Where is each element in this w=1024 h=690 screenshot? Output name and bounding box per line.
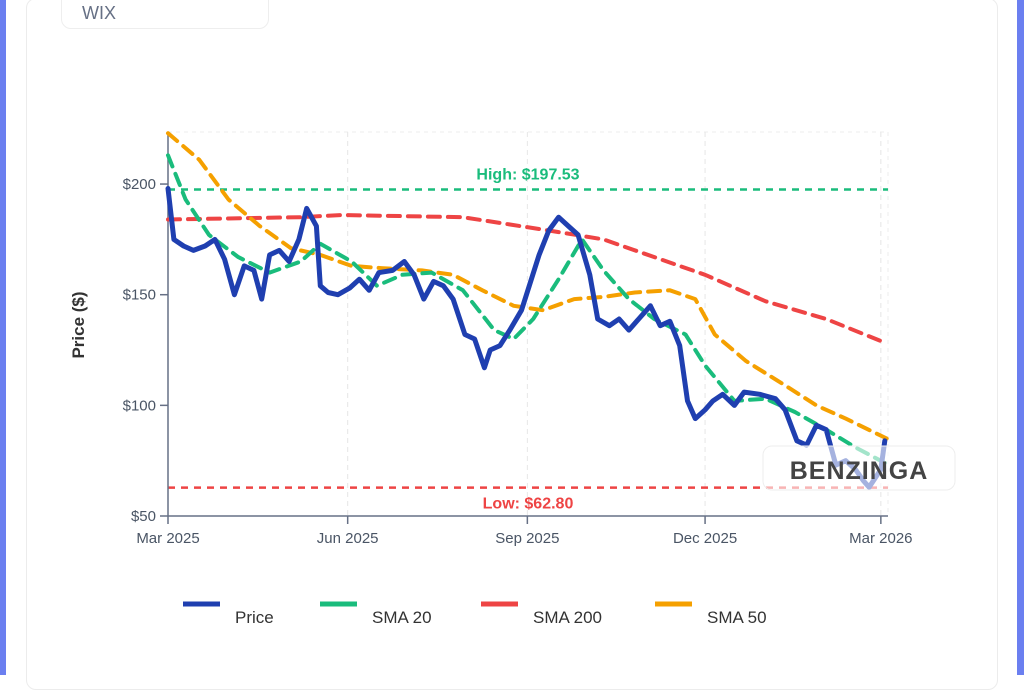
y-axis-label: Price ($) <box>69 291 88 358</box>
chart-card <box>26 0 998 690</box>
series-line-sma50 <box>166 131 889 441</box>
series-line-price <box>165 186 888 490</box>
x-tick-label: Sep 2025 <box>495 530 559 547</box>
x-tick-label: Dec 2025 <box>673 530 737 547</box>
benzinga-watermark: BENZINGA <box>762 445 956 491</box>
legend-item-price[interactable]: Price <box>183 601 274 627</box>
series-lines <box>165 131 889 490</box>
legend-label: SMA 200 <box>533 608 602 627</box>
legend-item-sma200[interactable]: SMA 200 <box>481 601 602 627</box>
series-line-sma20 <box>166 153 887 465</box>
price-chart: High: $197.53 Low: $62.80 Mar 2025 Jun 202… <box>69 131 956 627</box>
legend[interactable]: Price SMA 20 SMA 200 SMA 50 <box>183 601 767 627</box>
x-tick-label: Jun 2025 <box>317 530 379 547</box>
high-label: High: $197.53 <box>476 167 579 184</box>
axes: Mar 2025 Jun 2025 Sep 2025 Dec 2025 Mar 2026… <box>123 132 913 547</box>
legend-label: SMA 20 <box>372 608 432 627</box>
y-tick-label: $150 <box>123 287 156 304</box>
ticker-box: WIX <box>61 0 269 29</box>
x-tick-label: Mar 2025 <box>136 530 199 547</box>
y-tick-label: $50 <box>131 508 156 525</box>
ticker-symbol: WIX <box>82 3 116 23</box>
legend-item-sma20[interactable]: SMA 20 <box>320 601 432 627</box>
x-tick-label: Mar 2026 <box>849 530 912 547</box>
legend-label: SMA 50 <box>707 608 767 627</box>
right-accent-bar <box>1017 0 1024 675</box>
low-label: Low: $62.80 <box>483 496 574 513</box>
legend-label: Price <box>235 608 274 627</box>
legend-item-sma50[interactable]: SMA 50 <box>655 601 767 627</box>
y-tick-label: $200 <box>123 176 156 193</box>
y-tick-label: $100 <box>123 397 156 414</box>
left-accent-bar <box>0 0 6 675</box>
watermark-text: BENZINGA <box>790 457 929 485</box>
